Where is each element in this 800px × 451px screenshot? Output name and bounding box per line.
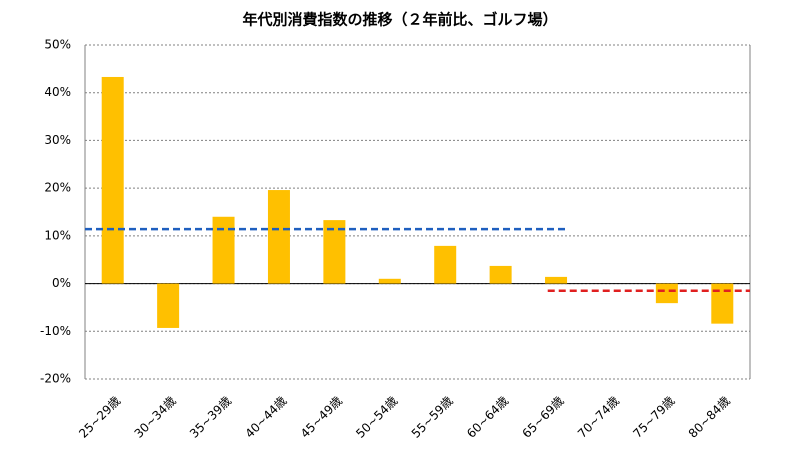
x-tick-label: 45~49歳 [298, 394, 345, 441]
x-tick-label: 80~84歳 [686, 394, 733, 441]
bar [157, 283, 180, 328]
y-tick-label: 40% [44, 85, 71, 99]
bar [212, 216, 235, 284]
bar [378, 278, 401, 284]
y-tick-label: -20% [40, 372, 71, 386]
chart-title: 年代別消費指数の推移（２年前比、ゴルフ場） [242, 11, 557, 29]
bar [545, 276, 568, 284]
bar [323, 220, 346, 284]
y-tick-label: 10% [44, 228, 71, 242]
y-tick-label: 30% [44, 133, 71, 147]
x-tick-label: 30~34歳 [132, 394, 179, 441]
bar [489, 265, 512, 284]
y-tick-label: 20% [44, 181, 71, 195]
bar [267, 190, 290, 284]
x-tick-label: 35~39歳 [187, 394, 234, 441]
bar [101, 76, 124, 284]
bar [655, 283, 678, 304]
bar [434, 245, 457, 284]
x-tick-label: 50~54歳 [353, 394, 400, 441]
x-tick-label: 40~44歳 [242, 394, 289, 441]
x-tick-label: 75~79歳 [630, 394, 677, 441]
x-tick-label: 25~29歳 [76, 394, 123, 441]
y-tick-label: -10% [40, 324, 71, 338]
y-tick-label: 50% [44, 38, 71, 52]
x-tick-label: 55~59歳 [409, 394, 456, 441]
x-tick-label: 60~64歳 [464, 394, 511, 441]
x-tick-label: 70~74歳 [575, 394, 622, 441]
y-tick-label: 0% [52, 276, 71, 290]
bar [711, 283, 734, 324]
x-tick-label: 65~69歳 [520, 394, 567, 441]
